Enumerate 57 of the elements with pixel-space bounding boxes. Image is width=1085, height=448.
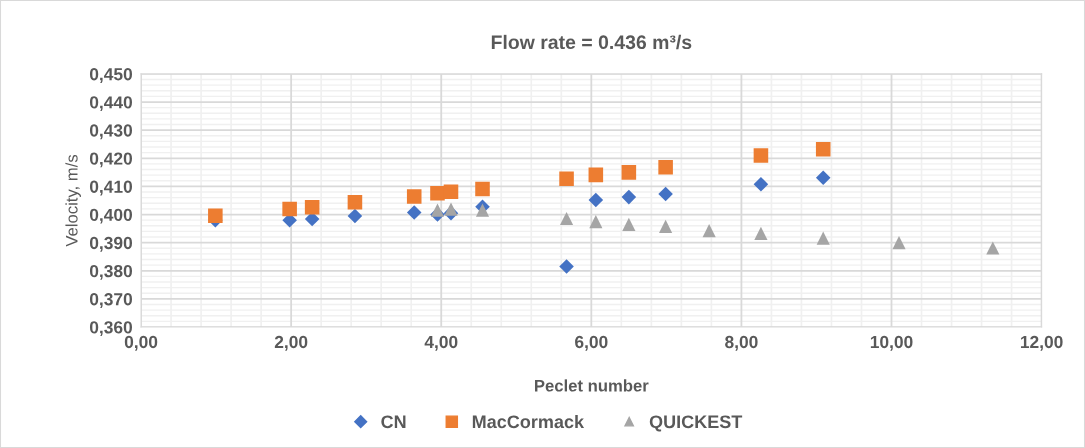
point — [621, 189, 637, 205]
point — [815, 142, 831, 157]
x-tick-label: 6,00 — [575, 335, 608, 351]
y-tick-label: 0,390 — [89, 236, 133, 252]
point — [559, 171, 574, 187]
x-tick-label: 8,00 — [725, 335, 758, 351]
x-tick-label: 12,00 — [1020, 335, 1063, 351]
point — [208, 208, 223, 223]
point — [589, 214, 603, 229]
point — [702, 223, 716, 238]
point — [986, 241, 1000, 255]
point — [588, 192, 604, 208]
y-tick-label: 0,410 — [89, 180, 133, 196]
point — [753, 176, 769, 192]
y-tick-label: 0,430 — [89, 124, 133, 140]
chart-title: Flow rate = 0.436 m³/s — [491, 34, 692, 50]
point — [621, 165, 637, 180]
y-tick-label: 0,440 — [89, 96, 133, 112]
y-tick-label: 0,360 — [89, 321, 133, 337]
point — [658, 160, 673, 175]
point — [622, 217, 636, 231]
point — [406, 205, 422, 220]
point — [892, 236, 906, 250]
point — [475, 203, 490, 217]
y-axis-title: Velocity, m/s — [65, 154, 81, 247]
x-tick-label: 4,00 — [424, 335, 458, 351]
y-tick-label: 0,370 — [89, 293, 133, 308]
legend-label: QUICKEST — [649, 415, 743, 432]
point — [443, 184, 459, 200]
point — [406, 189, 422, 204]
point — [347, 208, 363, 224]
point — [430, 203, 445, 217]
point — [816, 231, 830, 245]
point — [658, 186, 673, 202]
point — [475, 181, 490, 197]
point — [588, 167, 604, 183]
point — [559, 259, 574, 274]
x-tick-label: 10,00 — [870, 335, 913, 351]
point — [754, 226, 768, 240]
x-tick-label: 0,00 — [124, 335, 158, 351]
point — [559, 211, 574, 226]
point — [347, 194, 363, 210]
point — [304, 199, 320, 215]
point — [753, 148, 769, 163]
y-tick-label: 0,450 — [89, 68, 133, 83]
x-tick-label: 2,00 — [274, 335, 308, 351]
point — [430, 185, 445, 201]
point — [444, 202, 458, 216]
y-tick-label: 0,420 — [89, 152, 133, 168]
point — [815, 170, 831, 185]
point — [282, 201, 297, 217]
legend-label: MacCormack — [472, 414, 585, 429]
y-tick-label: 0,400 — [89, 208, 133, 224]
x-axis-title: Peclet number — [535, 379, 649, 392]
legend-label: CN — [381, 415, 406, 429]
point — [659, 219, 673, 233]
y-tick-label: 0,380 — [89, 264, 133, 280]
